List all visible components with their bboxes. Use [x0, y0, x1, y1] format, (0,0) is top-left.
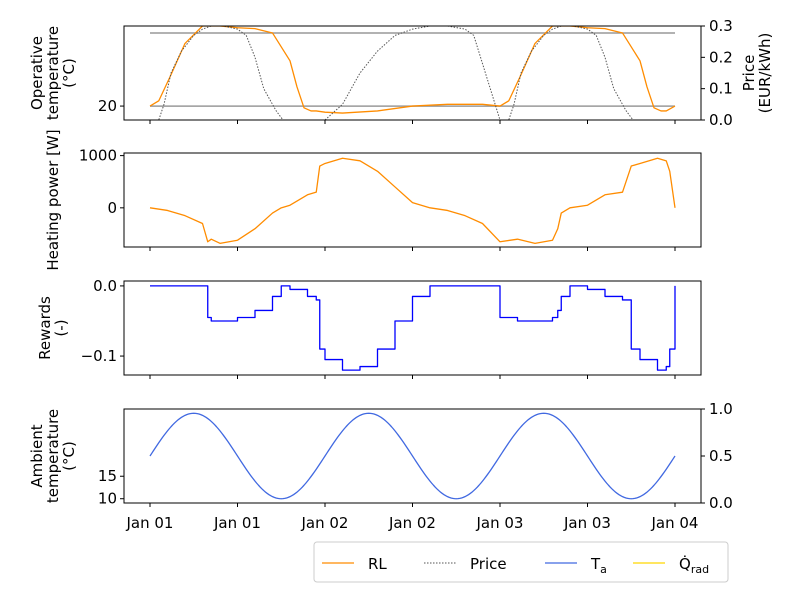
x-tick-label: Jan 01 [126, 514, 174, 532]
y-tick-label: 1000 [79, 147, 117, 165]
panel-frame [123, 280, 702, 376]
x-tick-label: Jan 02 [301, 514, 349, 532]
y2-axis-label-line: (EUR/kWh) [756, 33, 774, 114]
y2-axis-label: Price(EUR/kWh) [740, 33, 774, 114]
y-axis-label-line: Heating power [W] [44, 129, 62, 270]
x-tick-label: Jan 04 [651, 514, 699, 532]
legend-frame [313, 541, 729, 583]
legend-label-main: T [590, 555, 601, 573]
series-line-t-a [149, 412, 676, 500]
x-tick-label: Jan 03 [476, 514, 524, 532]
y-tick-label: 15 [98, 467, 117, 485]
x-tick-label: Jan 02 [388, 514, 436, 532]
panel-ambient: 10 15 0.0 0.5 1.0 Ambienttemperature(°C) [28, 400, 733, 512]
y-axis-label-line: temperature [44, 26, 62, 120]
y2-tick-label: 0.0 [709, 111, 733, 129]
y-axis-label-line: Ambient [28, 424, 46, 487]
y2-tick-label: 1.0 [709, 400, 733, 418]
legend-label-sub: a [600, 563, 607, 576]
panel-rewards: −0.1 0.0 Rewards(-) [36, 277, 702, 379]
y2-tick-label: 0.5 [709, 447, 733, 465]
series-line-rewards [150, 285, 676, 371]
y-axis-label-line: Operative [28, 36, 46, 110]
legend-label-main: Price [470, 555, 507, 573]
legend-label: RL [368, 555, 387, 573]
legend-label: Price [470, 555, 507, 573]
panel-plot-area [150, 285, 676, 371]
y2-tick-label: 0.0 [709, 494, 733, 512]
legend-label-main: RL [368, 555, 387, 573]
panel-frame [123, 152, 702, 248]
y-axis-label: Operativetemperature(°C) [28, 26, 78, 120]
series-line-price [150, 26, 675, 120]
legend-label: Ta [590, 555, 607, 576]
y-axis-label: Heating power [W] [44, 129, 62, 270]
y2-axis-label-line: Price [740, 55, 758, 92]
legend-label: Q̇rad [679, 554, 709, 576]
y-axis-label-line: temperature [44, 409, 62, 503]
y-tick-label: 10 [98, 490, 117, 508]
y2-tick-label: 0.1 [709, 80, 733, 98]
series-line-rl [149, 26, 676, 114]
legend-label-sub: rad [691, 563, 709, 576]
series-line-rl [149, 157, 676, 244]
y-axis-label-line: (°C) [60, 58, 78, 88]
y-axis-label: Ambienttemperature(°C) [28, 409, 78, 503]
panel-operative: 20 0.0 0.1 0.2 0.3 Operativetemperature(°C) Pr… [28, 17, 774, 129]
y-tick-label: −0.1 [81, 347, 117, 365]
y2-tick-label: 0.2 [709, 48, 733, 66]
y-tick-label: 20 [98, 97, 117, 115]
y-axis-label-line: (-) [52, 319, 70, 336]
panel-plot-area [149, 412, 676, 500]
x-tick-label: Jan 03 [563, 514, 611, 532]
y-axis-label: Rewards(-) [36, 296, 70, 360]
y-tick-label: 0 [107, 199, 117, 217]
y2-tick-label: 0.3 [709, 17, 733, 35]
x-tick-label: Jan 01 [213, 514, 261, 532]
panel-plot-area [149, 157, 676, 244]
y-tick-label: 0.0 [93, 277, 117, 295]
y-axis-label-line: (°C) [60, 441, 78, 471]
legend-label-main: Q̇ [679, 554, 691, 573]
y-axis-label-line: Rewards [36, 296, 54, 360]
panel-plot-area [149, 26, 676, 120]
panel-heating: 0 1000 Heating power [W] [44, 129, 702, 271]
legend: RL Price Ta Q̇rad [313, 541, 729, 583]
